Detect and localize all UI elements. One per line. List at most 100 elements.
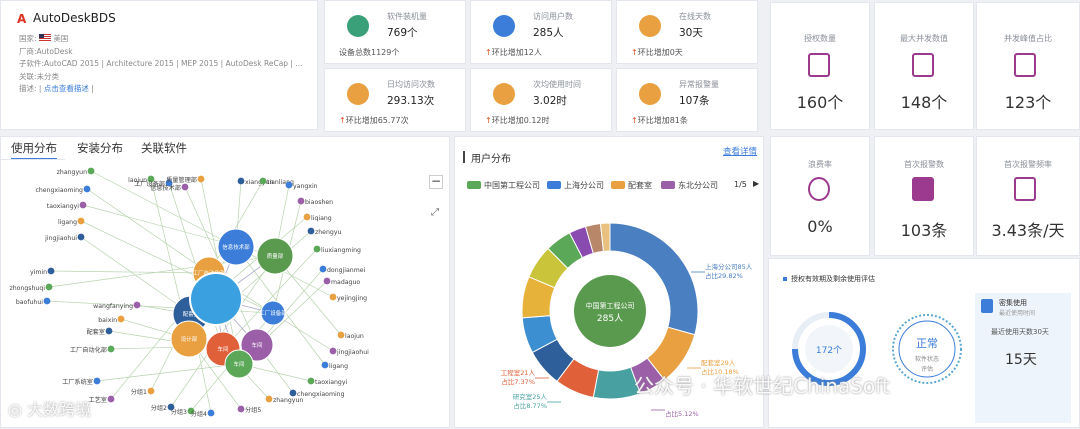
graph-leaf-node (47, 267, 55, 275)
graph-leaf-label: madaguo (331, 279, 360, 286)
graph-leaf-label: zhangyun (273, 397, 303, 404)
callout-pct: 占比8.77% (513, 401, 547, 410)
avg-usage-time-value: 3.02时 (533, 95, 567, 107)
legend-page: 1/5 (734, 180, 747, 189)
graph-leaf-node (83, 185, 91, 193)
graph-leaf-label: 工艺室 (88, 396, 107, 404)
graph-leaf-label: 分组2 (151, 404, 167, 412)
graph-leaf-label: chengxiaoming (297, 391, 345, 398)
description-link[interactable]: 点击查看描述 (43, 84, 89, 94)
graph-branch-label: 质量部 (267, 252, 284, 260)
alarm-count-label: 异常报警量 (679, 80, 719, 89)
pie-center-name: 中国第工程公司 (586, 301, 635, 310)
graph-branch-node (256, 237, 294, 275)
graph-leaf-label: zhengyu (315, 229, 341, 236)
graph-leaf-node (167, 403, 175, 411)
graph-leaf-label: jingjiaohui (44, 235, 77, 242)
avg-usage-time-label: 次均使用时间 (533, 80, 581, 89)
graph-leaf-label: 分组1 (131, 388, 147, 396)
graph-leaf-label: 配套室 (86, 328, 105, 336)
max-concurrent-card: 最大并发数值 148个 (874, 2, 974, 130)
tab-install[interactable]: 安装分布 (77, 141, 123, 155)
pie-center (574, 275, 646, 347)
graph-leaf-label: baixin (98, 317, 117, 324)
legend-item[interactable]: 配套室 (611, 180, 652, 191)
tab-related[interactable]: 关联软件 (141, 141, 187, 155)
graph-leaf-node (329, 293, 337, 301)
user-count-card: 访问用户数 285人 ↑环比增加12人 (470, 0, 612, 64)
legend-next-icon[interactable]: ▶ (753, 179, 760, 188)
daily-visits-trend: ↑环比增加65.77次 (339, 116, 409, 125)
callout-name: 上海分公司85人 (705, 262, 753, 271)
graph-leaf-label: 分组3 (171, 408, 187, 416)
license-count-card: 授权数量 160个 (770, 2, 870, 130)
graph-branch-node (260, 300, 286, 326)
legend-item[interactable]: 中国第工程公司 (467, 180, 540, 191)
usage-info-box: 密集使用 最近使用时间 最近使用天数30天 15天 (975, 293, 1071, 423)
graph-leaf-label: laojun (128, 177, 147, 184)
clock-icon (347, 83, 369, 105)
graph-branch-label: 车间 (251, 341, 262, 349)
monitor-icon (347, 15, 369, 37)
callout-pct: 占比5.12% (665, 409, 699, 418)
vendor-value: AutoDesk (36, 46, 73, 56)
collapse-button[interactable]: − (429, 174, 443, 189)
callout-pct: 占比7.37% (501, 377, 535, 386)
graph-leaf-label: 工厂自动化部 (70, 346, 107, 354)
license-count-value: 160个 (796, 93, 844, 112)
status-value: 正常 (916, 337, 938, 350)
expand-icon[interactable]: ⤢ (431, 207, 439, 218)
graph-branch-node (240, 328, 274, 362)
daily-visits-card: 日均访问次数 293.13次 ↑环比增加65.77次 (324, 68, 466, 132)
clock-icon (639, 15, 661, 37)
sub-software-label: 子软件: (19, 59, 45, 69)
graph-leaf-node (313, 245, 321, 253)
first-alarm-count-card: 首次报警数 103条 (874, 136, 974, 256)
graph-leaf-node (303, 213, 311, 221)
callout-name: 研究室25人 (513, 392, 548, 401)
relation-graph[interactable]: zhangyunchengxiaomingtaoxiangyiligangjin… (1, 159, 441, 429)
callout-pct: 占比10.18% (701, 367, 739, 376)
info-title: 密集使用 (999, 299, 1027, 307)
waste-rate-value: 0% (807, 217, 833, 236)
view-details-link[interactable]: 查看详情 (723, 147, 758, 157)
info-sub: 最近使用时间 (999, 310, 1036, 317)
legend-item[interactable]: 上海分公司 (547, 180, 604, 191)
graph-leaf-node (77, 217, 85, 225)
category-label: 关联: (19, 71, 37, 81)
graph-leaf-node (329, 347, 337, 355)
status-ring: 正常 软件状态 评估 (892, 314, 962, 384)
graph-leaf-label: chengxiaoming (35, 187, 83, 194)
pie-center-value: 285人 (597, 313, 623, 324)
graph-leaf-label: yimin (30, 269, 47, 276)
graph-leaf-node (323, 277, 331, 285)
pie-slice (599, 222, 611, 252)
flag-icon (38, 34, 51, 42)
license-count-label: 授权数量 (804, 34, 836, 43)
graph-leaf-node (207, 409, 215, 417)
user-count-trend: ↑环比增加12人 (485, 48, 542, 57)
graph-leaf-node (321, 361, 329, 369)
legend-item[interactable]: 东北分公司 (661, 180, 718, 191)
info-value: 15天 (1005, 352, 1037, 368)
graph-leaf-label: tianliang (267, 179, 294, 186)
install-count-card: 软件装机量 769个 设备总数1129个 (324, 0, 466, 64)
tab-usage[interactable]: 使用分布 (11, 140, 57, 160)
graph-edge (96, 363, 240, 382)
graph-leaf-label: ligang (58, 219, 77, 226)
graph-leaf-node (147, 175, 155, 183)
license-eval-title: 授权有效期及剩余使用评估 (791, 275, 875, 283)
shield-alert-icon (912, 177, 934, 201)
graph-leaf-node (337, 331, 345, 339)
graph-leaf-node (237, 405, 245, 413)
waste-rate-label: 浪费率 (808, 160, 832, 169)
graph-branch-label: 工厂设备部 (259, 309, 287, 317)
first-alarm-count-label: 首次报警数 (904, 160, 944, 169)
graph-edge (90, 170, 237, 248)
graph-leaf-label: zhongshuqi (9, 285, 45, 292)
graph-branch-label: 车间 (233, 360, 244, 368)
graph-leaf-node (93, 377, 101, 385)
concurrent-ratio-label: 并发峰值占比 (1004, 34, 1052, 43)
graph-leaf-node (259, 177, 267, 185)
